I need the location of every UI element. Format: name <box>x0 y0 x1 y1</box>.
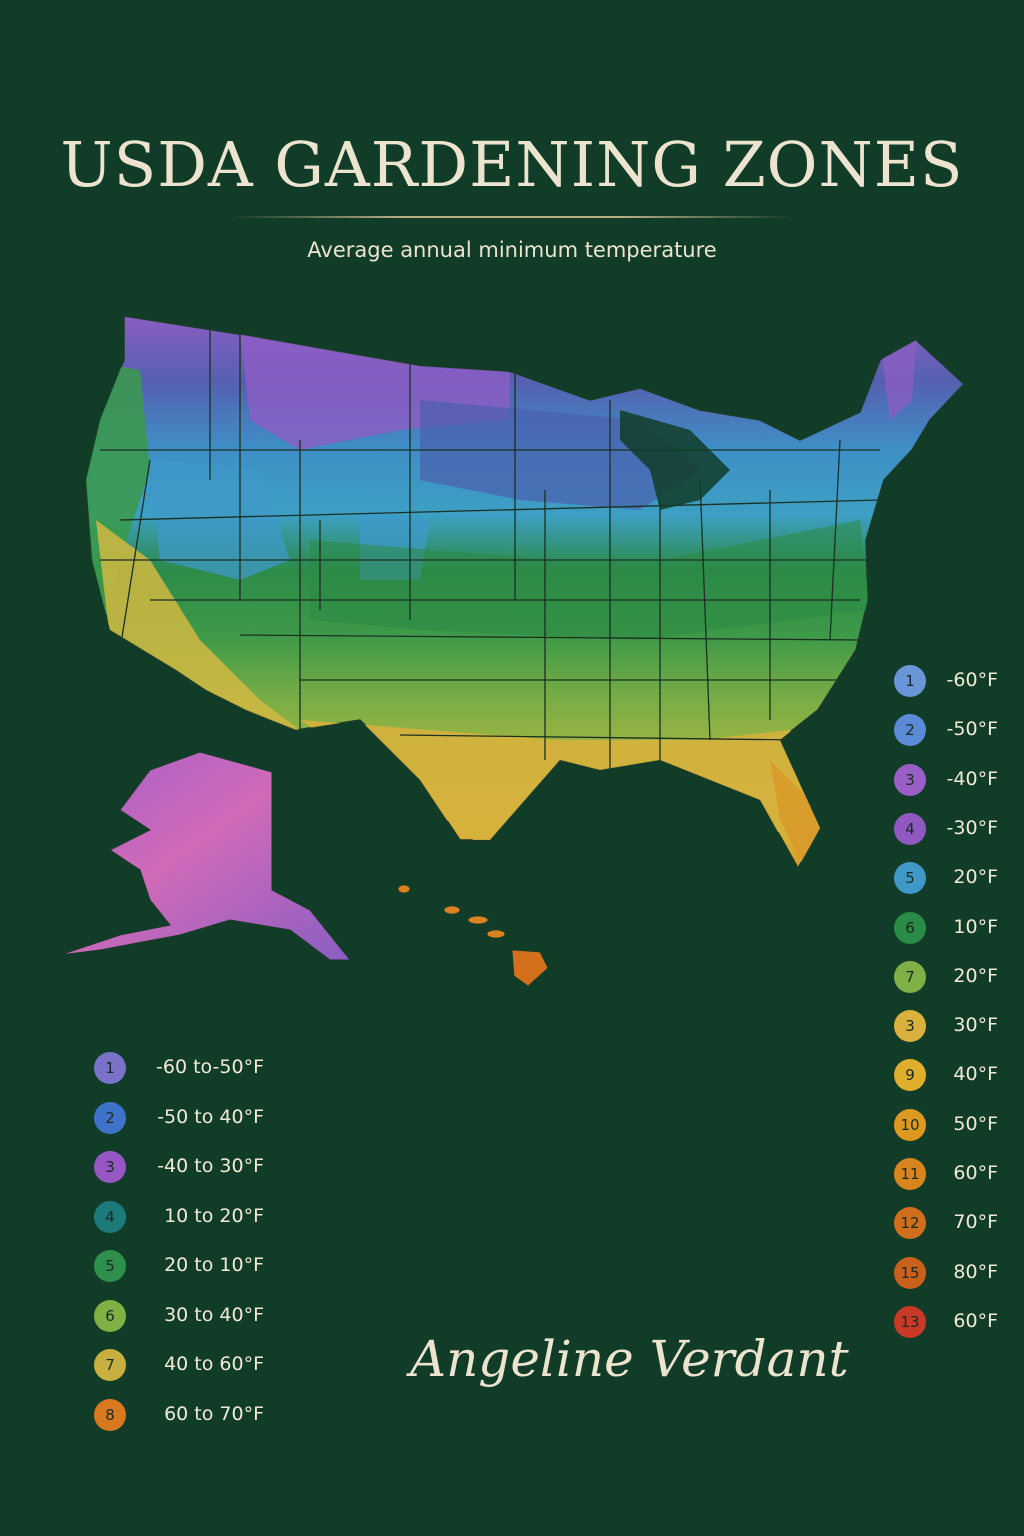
zone-label: -60°F <box>946 669 998 691</box>
legend-item: 8 60 to 70°F <box>94 1398 294 1433</box>
zone-label: 10 to 20°F <box>164 1204 264 1227</box>
state-borders <box>100 330 881 770</box>
legend-item: 11 60°F <box>894 1158 1024 1192</box>
legend-item: 1 -60 to-50°F <box>94 1052 294 1086</box>
zone-label: 40°F <box>953 1063 998 1086</box>
zone-label: 80°F <box>953 1260 998 1283</box>
legend-item: 2 -50°F <box>894 714 1024 748</box>
zone-swatch: 6 <box>94 1299 126 1332</box>
zone-label: 20 to 10°F <box>164 1254 264 1276</box>
legend-item: 5 20 to 10°F <box>94 1250 294 1284</box>
zone-label: -50 to 40°F <box>157 1105 264 1128</box>
zone-label: -60 to-50°F <box>156 1056 264 1078</box>
legend-item: 3 30°F <box>894 1010 1024 1044</box>
zone-swatch: 7 <box>894 960 926 993</box>
zone-label: 50°F <box>953 1112 998 1135</box>
great-lakes <box>620 410 730 510</box>
zone-swatch: 2 <box>894 714 926 747</box>
zone-swatch: 3 <box>894 763 926 796</box>
zone-label: 60°F <box>953 1162 998 1184</box>
zone-label: 60°F <box>953 1309 998 1332</box>
zone-swatch: 6 <box>894 911 926 944</box>
page-subtitle: Average annual minimum temperature <box>307 238 717 262</box>
zone-label: 20°F <box>953 866 998 889</box>
legend-item: 6 30 to 40°F <box>94 1299 294 1334</box>
us-zone-map <box>59 315 966 987</box>
legend-item: 4 -30°F <box>894 812 1024 847</box>
legend-item: 9 40°F <box>894 1059 1024 1093</box>
zone-swatch: 3 <box>94 1151 126 1183</box>
zone-swatch: 1 <box>94 1052 126 1084</box>
zone-swatch: 5 <box>894 862 926 895</box>
legend-item: 2 -50 to 40°F <box>94 1101 294 1136</box>
zone-swatch: 4 <box>94 1200 126 1233</box>
alaska-shape <box>59 751 352 961</box>
zone-swatch: 10 <box>894 1108 926 1141</box>
legend-item: 7 40 to 60°F <box>94 1349 294 1383</box>
zone-label: 60 to 70°F <box>164 1402 264 1425</box>
page-title: USDA GARDENING ZONES <box>60 128 964 201</box>
zone-swatch: 7 <box>94 1349 126 1381</box>
zone-label: -40°F <box>946 767 998 790</box>
legend-item: 7 20°F <box>894 960 1024 995</box>
hawaii-islands <box>397 884 549 987</box>
zone-swatch: 3 <box>894 1010 926 1043</box>
zone-swatch: 12 <box>894 1207 926 1240</box>
zone-label: 10°F <box>953 915 998 938</box>
zone-label: 20°F <box>953 964 998 987</box>
zone-swatch: 1 <box>894 665 926 697</box>
zone-label: 30 to 40°F <box>164 1303 264 1326</box>
legend-item: 10 50°F <box>894 1108 1024 1143</box>
zone-swatch: 8 <box>94 1398 126 1431</box>
zone-swatch: 13 <box>894 1305 926 1338</box>
zone-swatch: 2 <box>94 1101 126 1134</box>
zone-label: 30°F <box>953 1014 998 1037</box>
legend-item: 3 -40°F <box>894 763 1024 798</box>
zone-label: -30°F <box>946 816 998 839</box>
legend-item: 12 70°F <box>894 1207 1024 1241</box>
zone-label: -40 to 30°F <box>157 1155 264 1177</box>
legend-item: 1 -60°F <box>894 665 1024 699</box>
zone-label: 40 to 60°F <box>164 1353 264 1375</box>
zone-swatch: 9 <box>894 1059 926 1092</box>
zone-swatch: 11 <box>894 1158 926 1190</box>
legend-item: 13 60°F <box>894 1305 1024 1340</box>
title-divider <box>232 216 792 218</box>
legend-item: 6 10°F <box>894 911 1024 946</box>
legend-item: 4 10 to 20°F <box>94 1200 294 1235</box>
signature: Angeline Verdant <box>410 1330 849 1388</box>
legend-item: 5 20°F <box>894 862 1024 896</box>
zone-swatch: 15 <box>894 1256 926 1289</box>
legend-item: 15 80°F <box>894 1256 1024 1291</box>
zone-label: -50°F <box>946 718 998 741</box>
legend-item: 3 -40 to 30°F <box>94 1151 294 1185</box>
zone-swatch: 4 <box>894 812 926 845</box>
zone-label: 70°F <box>953 1211 998 1234</box>
zone-swatch: 5 <box>94 1250 126 1282</box>
